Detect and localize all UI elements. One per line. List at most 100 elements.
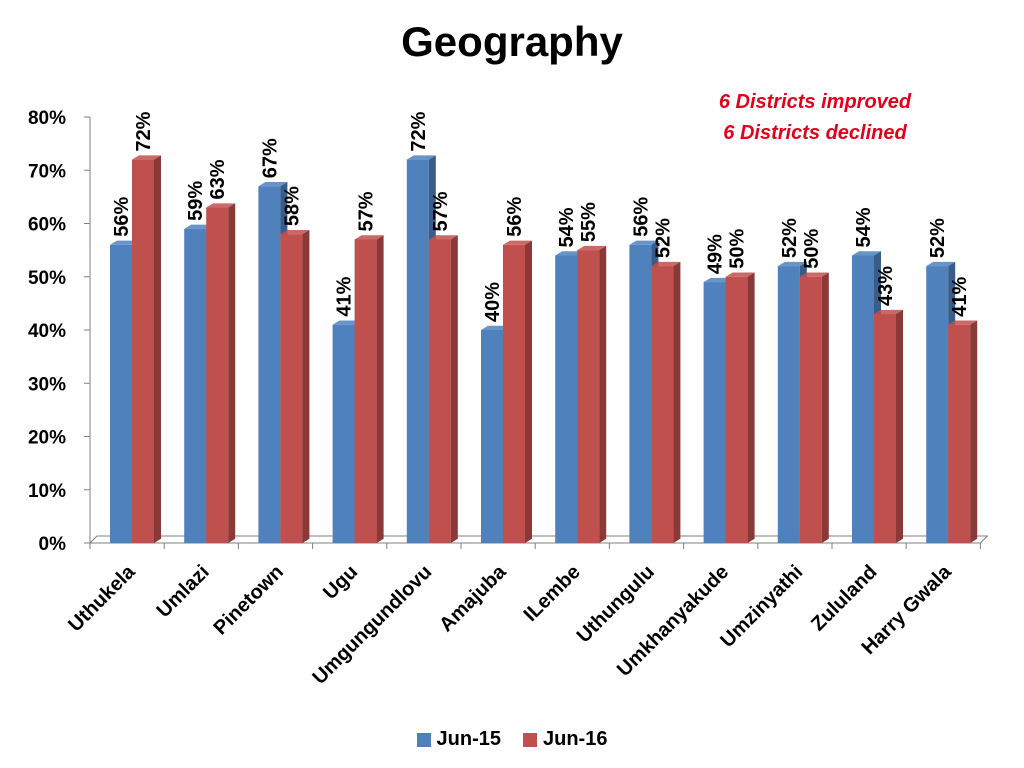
bar-side bbox=[599, 245, 607, 544]
legend-label-jun15: Jun-15 bbox=[436, 728, 501, 750]
legend-swatch-jun16 bbox=[523, 732, 537, 747]
bar-jun16 bbox=[948, 324, 971, 543]
data-label: 57% bbox=[430, 191, 452, 231]
bar-side bbox=[450, 235, 458, 543]
data-label: 43% bbox=[875, 266, 897, 306]
data-label: 52% bbox=[779, 218, 801, 258]
bar-top bbox=[332, 320, 362, 325]
bar-jun16 bbox=[503, 244, 525, 544]
data-label: 58% bbox=[281, 186, 303, 226]
data-label: 56% bbox=[504, 197, 526, 237]
bar-top bbox=[184, 224, 214, 229]
data-label: 56% bbox=[111, 197, 133, 237]
x-category-label: Amajuba bbox=[435, 560, 511, 636]
bar-top bbox=[481, 325, 510, 330]
y-tick-label: 70% bbox=[28, 161, 66, 182]
bar-jun15 bbox=[777, 266, 800, 543]
bar-jun16 bbox=[725, 276, 748, 543]
bar-jun16 bbox=[651, 266, 674, 543]
data-label: 54% bbox=[853, 207, 875, 247]
bar-side bbox=[376, 235, 384, 543]
bar-jun16 bbox=[799, 276, 822, 543]
legend-item-jun15: Jun-15 bbox=[416, 728, 501, 751]
bar-jun16 bbox=[132, 159, 154, 543]
legend-swatch-jun15 bbox=[416, 732, 431, 747]
x-category-label: Zululand bbox=[807, 561, 881, 635]
chart-title: Geography bbox=[401, 18, 623, 65]
data-label: 72% bbox=[133, 111, 155, 151]
bar-top bbox=[577, 245, 607, 251]
bar-jun16 bbox=[280, 234, 303, 543]
bar-side bbox=[228, 203, 236, 543]
legend-label-jun16: Jun-16 bbox=[543, 728, 608, 750]
data-label: 55% bbox=[578, 202, 600, 242]
bar-jun15 bbox=[481, 330, 503, 543]
x-category-label: Pinetown bbox=[210, 561, 288, 639]
y-tick-label: 10% bbox=[28, 481, 66, 502]
bar-side bbox=[302, 229, 310, 543]
bar-top bbox=[110, 240, 139, 245]
bar-jun15 bbox=[332, 324, 355, 543]
y-tick-label: 60% bbox=[28, 215, 66, 236]
bar-side bbox=[154, 155, 161, 543]
bar-top bbox=[852, 251, 881, 256]
bar-jun15 bbox=[110, 244, 132, 544]
bar-jun15 bbox=[703, 282, 726, 543]
bar-top bbox=[406, 155, 436, 160]
bar-jun16 bbox=[428, 239, 451, 543]
bar-top bbox=[206, 203, 236, 208]
data-label: 67% bbox=[259, 138, 281, 178]
bar-jun15 bbox=[406, 159, 429, 543]
x-category-label: Ugu bbox=[319, 561, 362, 604]
y-tick-label: 50% bbox=[28, 268, 66, 289]
bar-chart: 0% 10% 20% 30% 40% 50% 60% 70% 80% 56% 72% Uthukela… bbox=[28, 108, 989, 689]
x-category-label: ILembe bbox=[520, 561, 585, 626]
bar-jun15 bbox=[258, 186, 281, 543]
bar-top bbox=[503, 240, 532, 245]
bar-top bbox=[777, 261, 807, 267]
data-label: 40% bbox=[482, 282, 504, 322]
bar-side bbox=[525, 240, 532, 543]
bar-jun15 bbox=[184, 228, 207, 543]
bar-jun16 bbox=[206, 207, 229, 543]
bar-jun16 bbox=[577, 250, 600, 543]
bar-top bbox=[725, 272, 755, 277]
y-tick-label: 80% bbox=[28, 108, 66, 129]
data-label: 50% bbox=[727, 229, 749, 269]
bar-jun16 bbox=[874, 314, 896, 543]
annotation-improved: 6 Districts improved bbox=[718, 91, 912, 113]
bar-top bbox=[629, 240, 659, 245]
bar-top bbox=[651, 261, 681, 267]
bar-top bbox=[948, 320, 978, 325]
bar-top bbox=[799, 272, 829, 277]
bar-jun15 bbox=[926, 266, 949, 543]
y-tick-label: 20% bbox=[28, 428, 66, 449]
data-label: 41% bbox=[334, 276, 356, 316]
bar-side bbox=[673, 261, 681, 543]
data-label: 52% bbox=[652, 218, 674, 258]
data-label: 54% bbox=[556, 207, 578, 247]
bar-jun15 bbox=[555, 255, 578, 543]
data-label: 72% bbox=[408, 111, 430, 151]
legend: Jun-15 Jun-16 bbox=[0, 728, 1024, 751]
bar-top bbox=[258, 182, 288, 187]
data-label: 52% bbox=[927, 218, 949, 258]
bar-top bbox=[703, 277, 733, 283]
data-label: 57% bbox=[356, 191, 378, 231]
bar-top bbox=[926, 261, 956, 267]
bar-top bbox=[132, 155, 161, 160]
bar-jun15 bbox=[852, 255, 874, 543]
bar-top bbox=[874, 309, 903, 315]
x-category-label: Uthukela bbox=[64, 560, 140, 636]
bar-top bbox=[555, 251, 585, 256]
bar-jun15 bbox=[629, 244, 652, 544]
y-tick-label: 0% bbox=[39, 534, 67, 555]
data-label: 50% bbox=[801, 229, 823, 269]
legend-item-jun16: Jun-16 bbox=[523, 728, 607, 751]
bar-side bbox=[821, 272, 829, 543]
bar-side bbox=[747, 272, 755, 543]
bar-jun16 bbox=[354, 239, 377, 543]
data-label: 49% bbox=[705, 234, 727, 274]
data-label: 59% bbox=[185, 181, 207, 221]
bar-top bbox=[280, 229, 310, 235]
